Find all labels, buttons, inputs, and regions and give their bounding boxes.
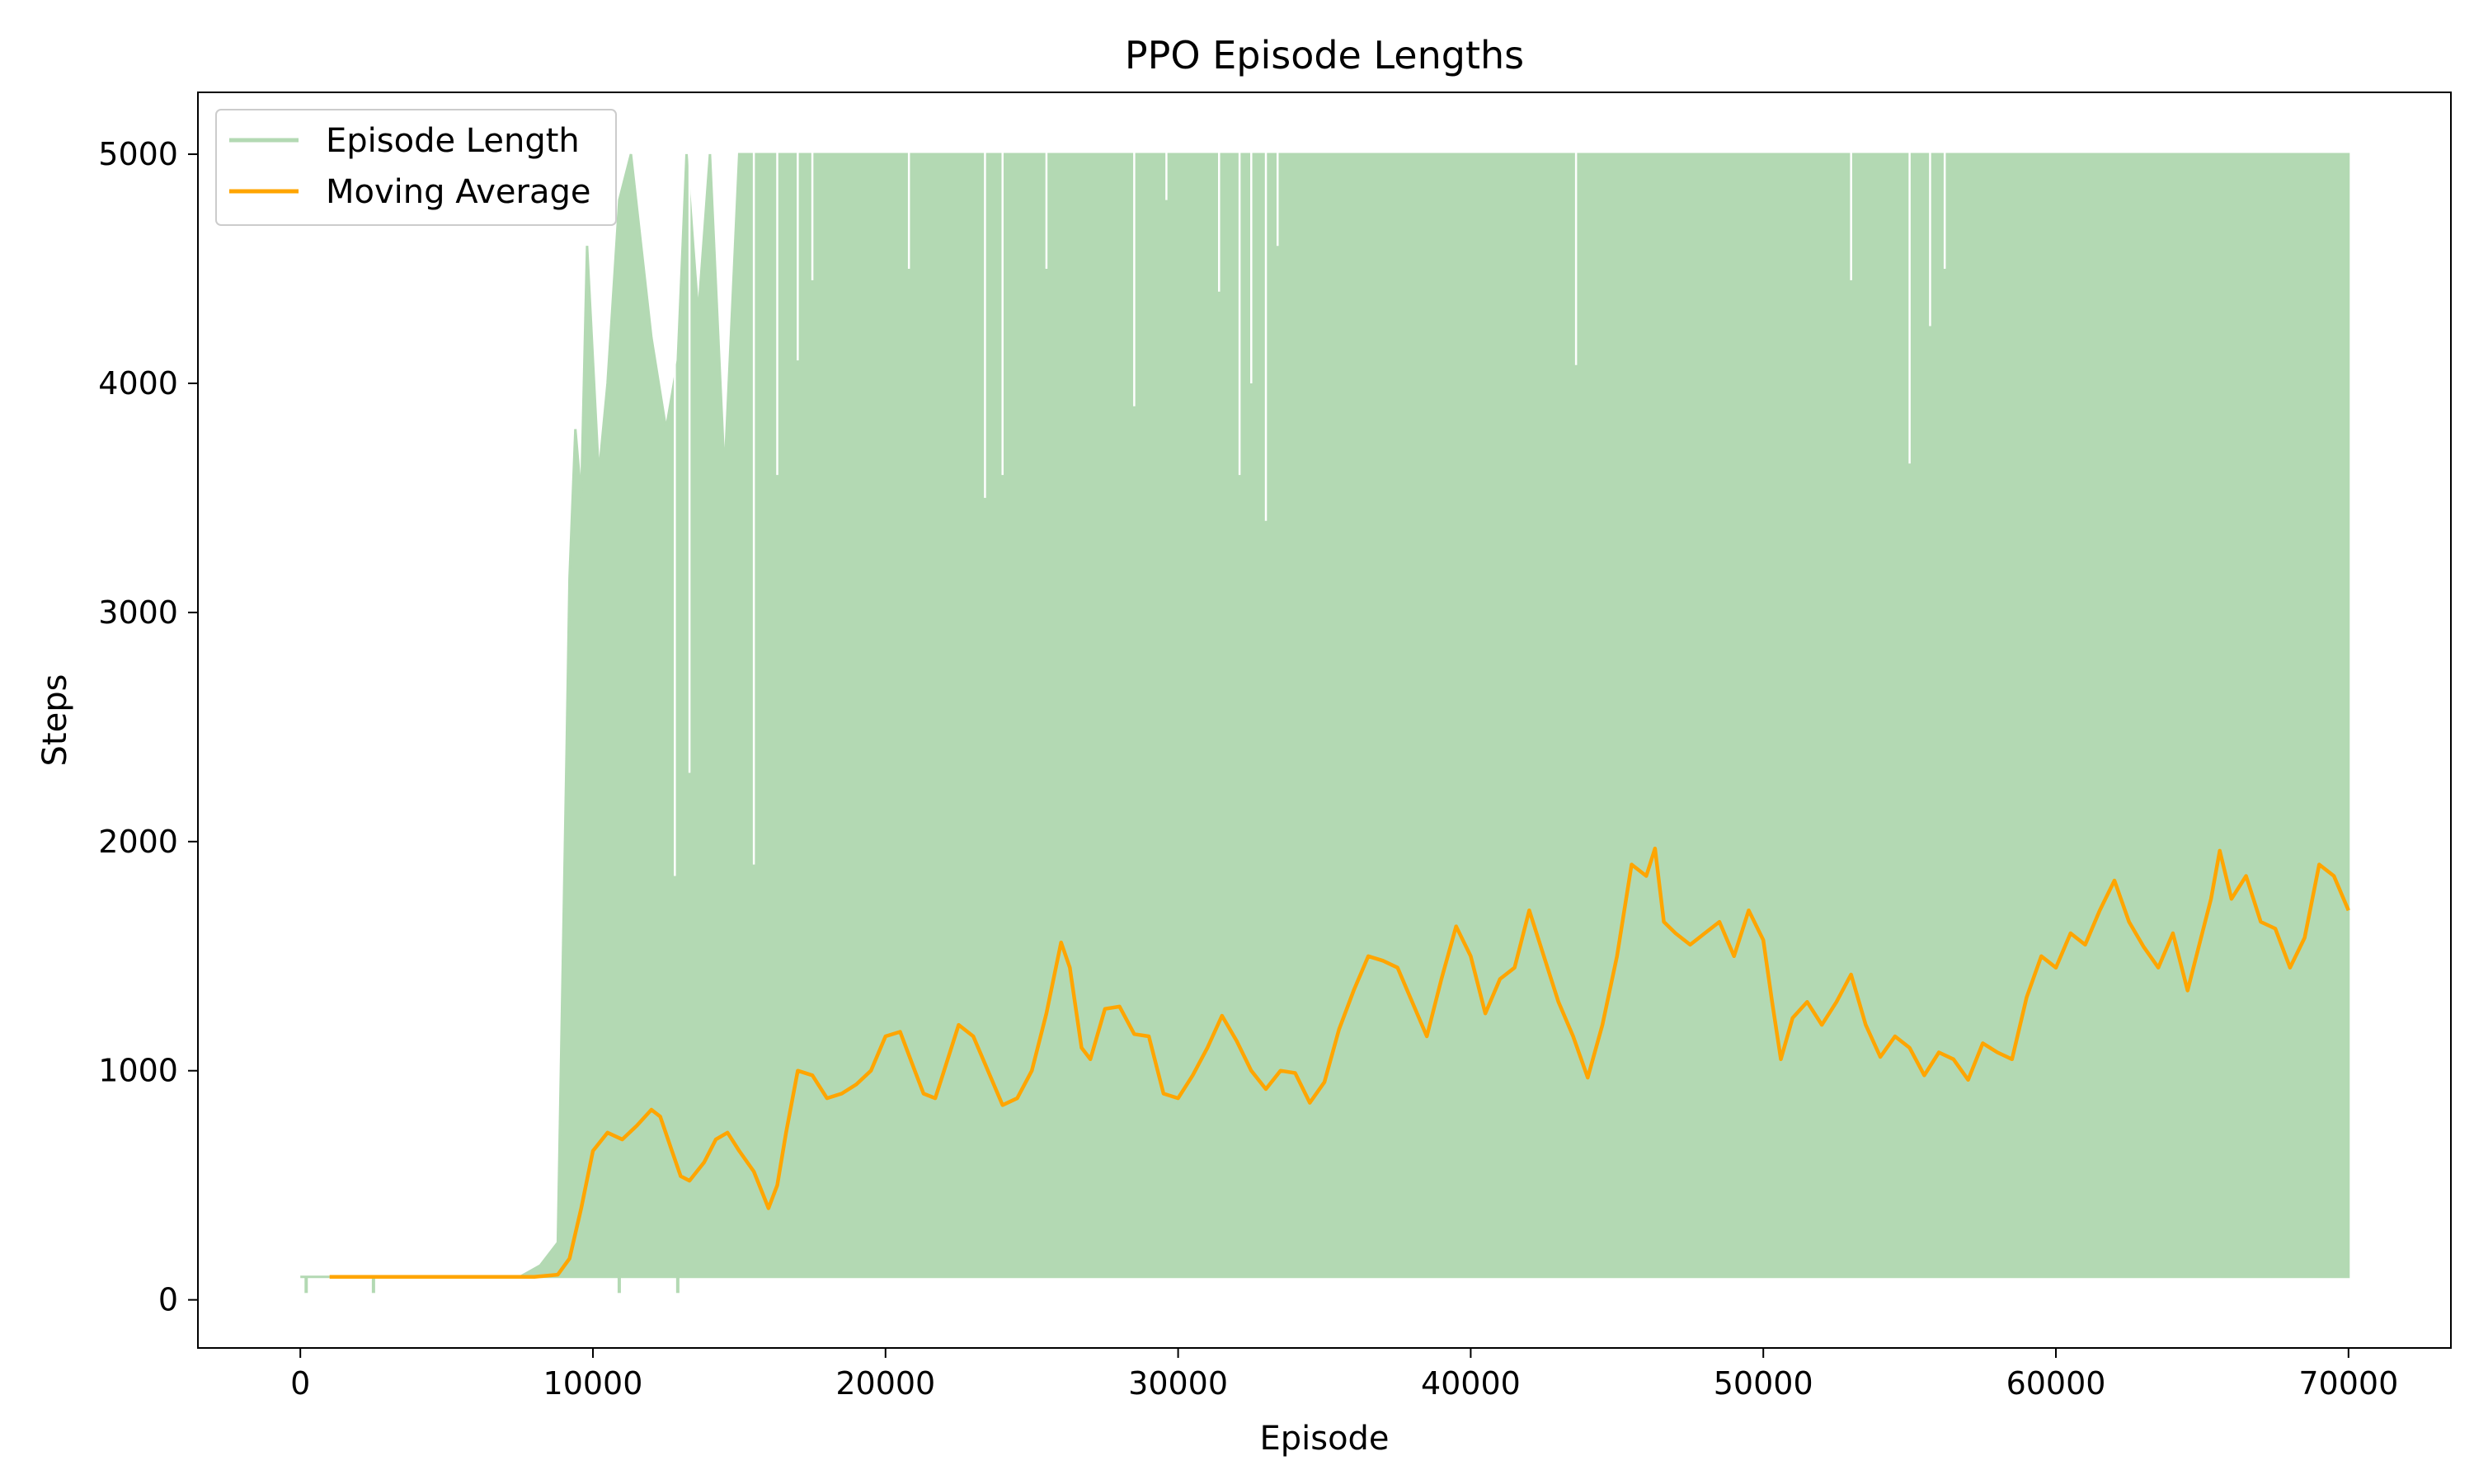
y-tick-label: 2000 [98,824,178,860]
x-axis: 0 10000 20000 30000 40000 50000 60000 70000 [290,1348,2398,1402]
y-axis: 0 1000 2000 3000 4000 5000 [98,136,198,1318]
y-tick-label: 3000 [98,594,178,631]
y-axis-label: Steps [36,674,74,767]
x-tick-label: 50000 [1714,1365,1813,1402]
x-tick-label: 70000 [2298,1365,2398,1402]
y-tick-label: 4000 [98,365,178,402]
legend-box [215,109,617,226]
y-tick-label: 0 [158,1282,178,1318]
x-tick-label: 60000 [2006,1365,2106,1402]
x-tick-label: 20000 [835,1365,935,1402]
y-tick-label: 1000 [98,1053,178,1089]
plot-area [300,152,2350,1294]
legend-label-moving-average: Moving Average [326,173,590,211]
x-tick-label: 40000 [1421,1365,1521,1402]
x-tick-label: 30000 [1128,1365,1228,1402]
x-tick-label: 0 [290,1365,310,1402]
moving-average-series [329,846,2350,1280]
y-tick-label: 5000 [98,136,178,172]
legend-label-episode-length: Episode Length [326,122,580,160]
chart-title: PPO Episode Lengths [1125,33,1524,77]
legend: Episode Length Moving Average [215,109,617,226]
episode-length-series [300,153,2350,1279]
x-tick-label: 10000 [543,1365,643,1402]
axes-frame [197,92,2452,1349]
x-axis-label: Episode [1259,1420,1389,1458]
